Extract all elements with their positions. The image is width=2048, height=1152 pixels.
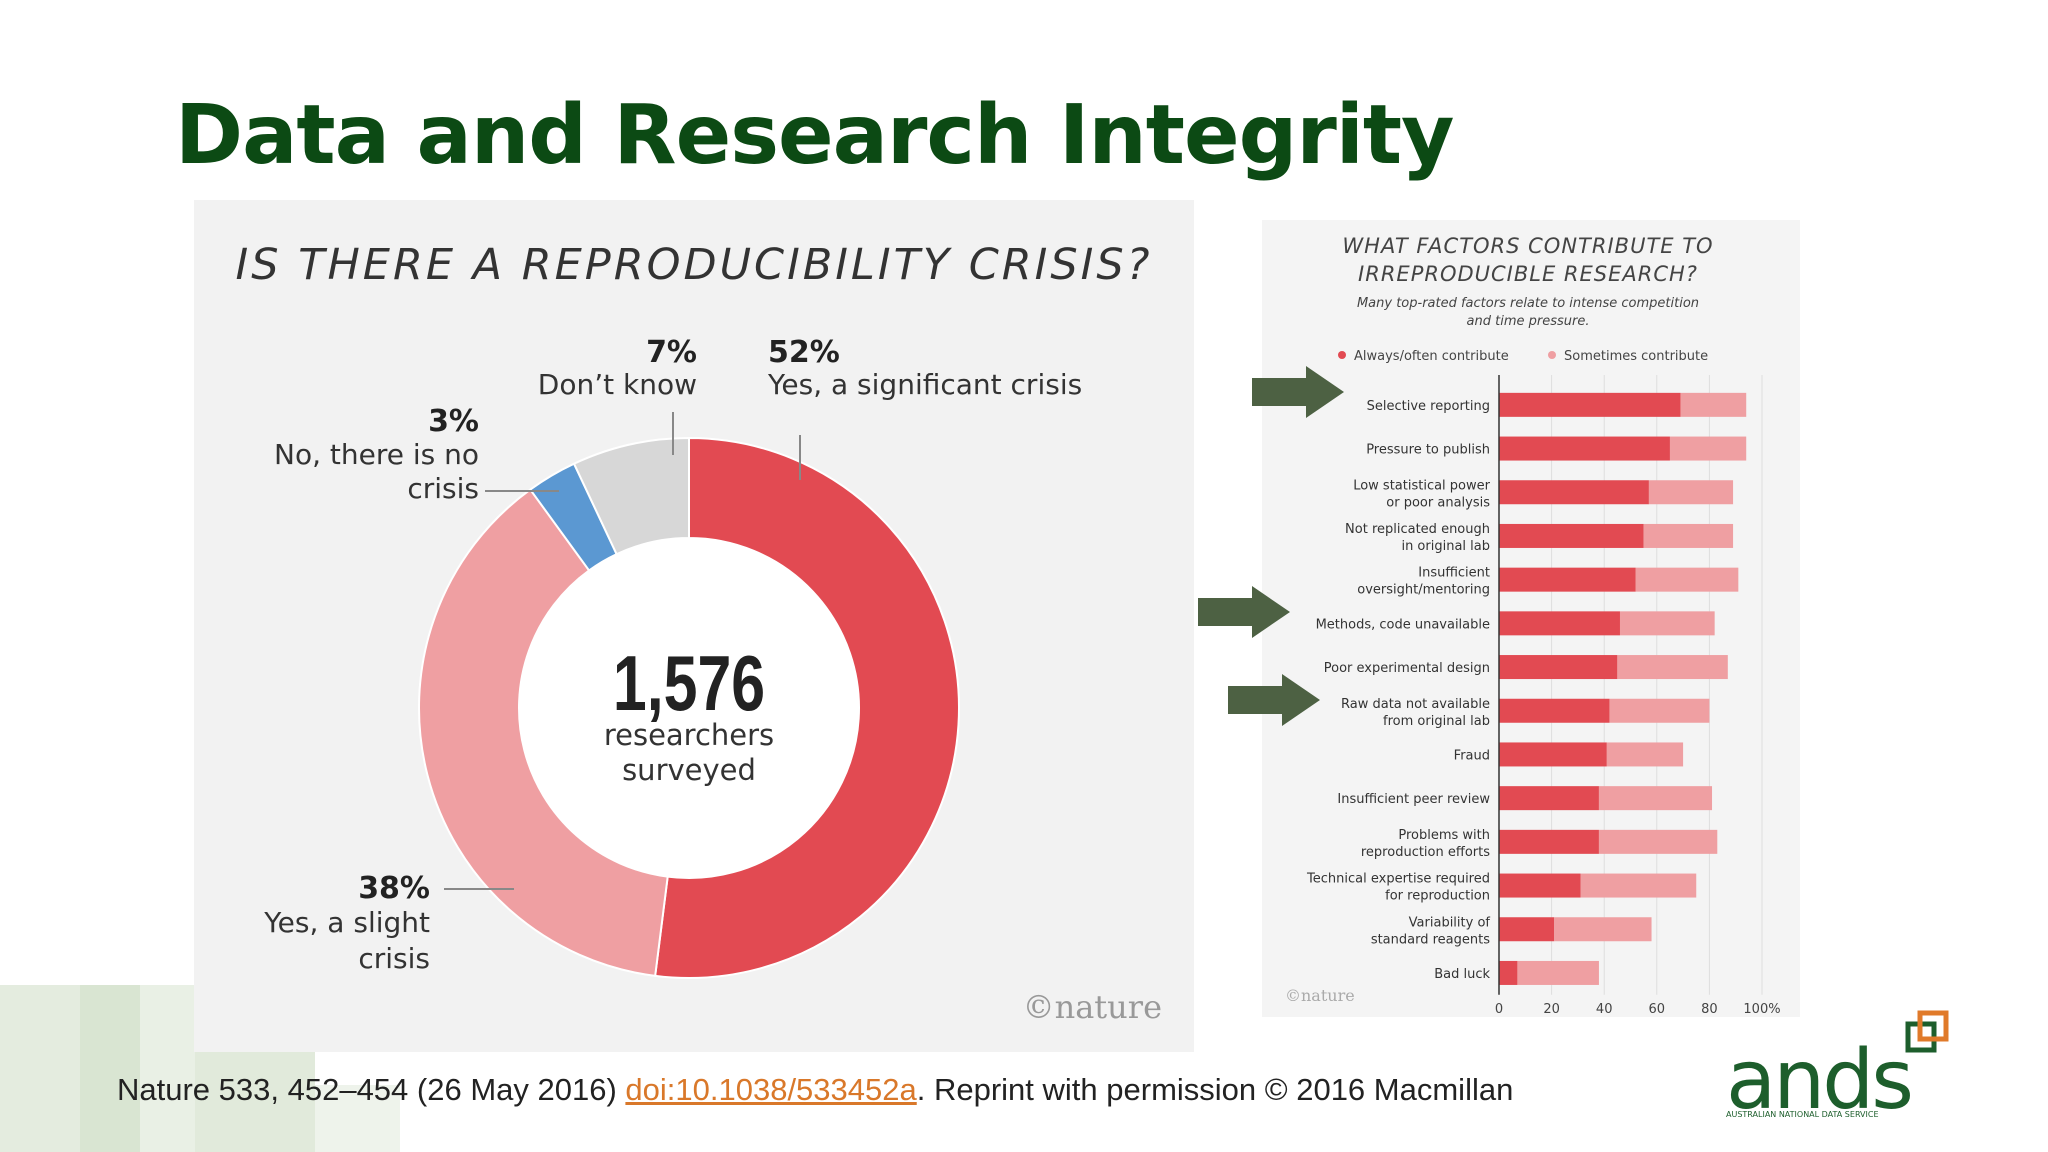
factor-label: Methods, code unavailable — [1316, 617, 1490, 632]
factor-label: Pressure to publish — [1366, 443, 1490, 458]
factor-label-line1: Raw data not available — [1341, 697, 1490, 712]
bar-always — [1499, 436, 1670, 461]
factor-label-line2: standard reagents — [1371, 932, 1490, 947]
logo-square-front-icon — [1917, 1010, 1949, 1042]
bar-sometimes — [1606, 742, 1684, 767]
bar-always — [1499, 698, 1610, 723]
citation: Nature 533, 452–454 (26 May 2016) doi:10… — [117, 1072, 1513, 1108]
ands-logo: ands AUSTRALIAN NATIONAL DATA SERVICE — [1720, 1010, 1950, 1135]
donut-slices — [418, 436, 960, 979]
legend-sometimes-label: Sometimes contribute — [1564, 349, 1708, 364]
label-slight-pct: 38% — [358, 871, 430, 906]
factor-label-line2: or poor analysis — [1386, 495, 1490, 510]
logo-tagline: AUSTRALIAN NATIONAL DATA SERVICE — [1726, 1110, 1879, 1119]
factor-label-line2: from original lab — [1383, 714, 1490, 729]
bar-sometimes — [1669, 436, 1747, 461]
bar-heading-line1: WHAT FACTORS CONTRIBUTE TO — [1342, 234, 1713, 258]
bar-gridlines — [1498, 375, 1763, 995]
label-slight-text1: Yes, a slight — [263, 906, 430, 939]
bar-heading-line2: IRREPRODUCIBLE RESEARCH? — [1358, 262, 1698, 286]
center-number: 1,576 — [613, 640, 765, 727]
bar-nature-logo: ©nature — [1285, 986, 1355, 1005]
bar-always — [1499, 523, 1644, 548]
factor-label-line1: Technical expertise required — [1306, 872, 1490, 887]
label-no-pct: 3% — [428, 404, 479, 439]
bar-sometimes — [1598, 829, 1718, 854]
factor-label-line1: Insufficient — [1418, 566, 1490, 581]
factor-label-line1: Problems with — [1398, 828, 1490, 843]
bar-sometimes — [1643, 523, 1734, 548]
bar-sometimes — [1680, 392, 1747, 417]
doi-link[interactable]: doi:10.1038/533452a — [625, 1072, 917, 1107]
tick-label: 0 — [1495, 1002, 1503, 1017]
tick-label: 100% — [1743, 1002, 1780, 1017]
citation-text: Nature 533, 452–454 (26 May 2016) — [117, 1072, 626, 1107]
factor-label: Insufficient peer review — [1337, 792, 1490, 807]
center-line1: researchers — [604, 718, 774, 752]
bar-sometimes — [1648, 480, 1734, 505]
factors-bar-chart: WHAT FACTORS CONTRIBUTE TO IRREPRODUCIBL… — [1285, 234, 1781, 1017]
bar-always — [1499, 742, 1607, 767]
factor-label-line2: for reproduction — [1385, 889, 1490, 904]
bar-sometimes — [1609, 698, 1710, 723]
legend-sometimes-swatch — [1548, 351, 1556, 359]
label-no-text1: No, there is no — [274, 438, 479, 471]
bar-always — [1499, 786, 1599, 811]
factor-label: Selective reporting — [1367, 399, 1490, 414]
bar-sometimes — [1598, 786, 1713, 811]
corner-decoration — [0, 985, 400, 1152]
label-significant-pct: 52% — [768, 335, 840, 370]
bar-always — [1499, 611, 1620, 636]
factor-label-line2: oversight/mentoring — [1357, 583, 1490, 598]
bar-always — [1499, 567, 1636, 592]
tick-label: 80 — [1701, 1002, 1718, 1017]
bar-always — [1499, 392, 1681, 417]
bar-always — [1499, 480, 1649, 505]
citation-permission: . Reprint with permission © 2016 Macmill… — [916, 1072, 1514, 1107]
label-dontknow-pct: 7% — [646, 335, 697, 370]
crisis-donut-panel: IS THERE A REPRODUCIBILITY CRISIS? 52% Y… — [194, 200, 1194, 1052]
crisis-donut-chart: IS THERE A REPRODUCIBILITY CRISIS? 52% Y… — [236, 240, 1162, 1026]
legend-always-swatch — [1338, 351, 1346, 359]
label-no-text2: crisis — [407, 472, 479, 505]
bar-always — [1499, 917, 1555, 942]
factor-label: Fraud — [1454, 748, 1490, 763]
factor-label: Bad luck — [1434, 967, 1490, 982]
bar-rows: Selective reporting Pressure to publish Lo… — [1306, 375, 1747, 995]
center-line2: surveyed — [622, 753, 756, 787]
factor-label-line1: Not replicated enough — [1345, 522, 1490, 537]
bar-sometimes — [1617, 655, 1728, 680]
tick-label: 60 — [1649, 1002, 1666, 1017]
nature-logo: ©nature — [1023, 988, 1162, 1026]
factor-label-line1: Variability of — [1409, 915, 1491, 930]
bar-always — [1499, 655, 1618, 680]
bar-sometimes — [1517, 960, 1599, 985]
factor-label-line1: Low statistical power — [1353, 478, 1490, 493]
bar-sometimes — [1619, 611, 1715, 636]
label-dontknow-text: Don’t know — [538, 368, 697, 401]
bar-axis-ticks: 0 20 40 60 80 100% — [1495, 1002, 1781, 1017]
tick-label: 40 — [1596, 1002, 1613, 1017]
ands-logo-graphic: ands AUSTRALIAN NATIONAL DATA SERVICE — [1726, 1010, 1949, 1128]
bar-subtitle-line1: Many top-rated factors relate to intense… — [1357, 296, 1699, 311]
tick-label: 20 — [1543, 1002, 1560, 1017]
bar-subtitle-line2: and time pressure. — [1467, 314, 1590, 329]
bar-always — [1499, 873, 1581, 898]
bar-sometimes — [1554, 917, 1652, 942]
factor-label-line2: in original lab — [1401, 539, 1490, 554]
bar-sometimes — [1580, 873, 1697, 898]
donut-hole — [519, 538, 859, 878]
bar-always — [1499, 829, 1599, 854]
donut-heading: IS THERE A REPRODUCIBILITY CRISIS? — [236, 240, 1153, 290]
slide-title: Data and Research Integrity — [175, 88, 1455, 183]
bar-always — [1499, 960, 1518, 985]
label-slight-text2: crisis — [358, 942, 430, 975]
factors-bar-panel: WHAT FACTORS CONTRIBUTE TO IRREPRODUCIBL… — [1262, 220, 1800, 1017]
logo-wordmark: ands — [1726, 1033, 1911, 1128]
factor-label: Poor experimental design — [1324, 661, 1490, 676]
legend-always-label: Always/often contribute — [1354, 349, 1509, 364]
label-significant-text: Yes, a significant crisis — [767, 368, 1082, 401]
bar-sometimes — [1635, 567, 1739, 592]
factor-label-line2: reproduction efforts — [1361, 845, 1490, 860]
